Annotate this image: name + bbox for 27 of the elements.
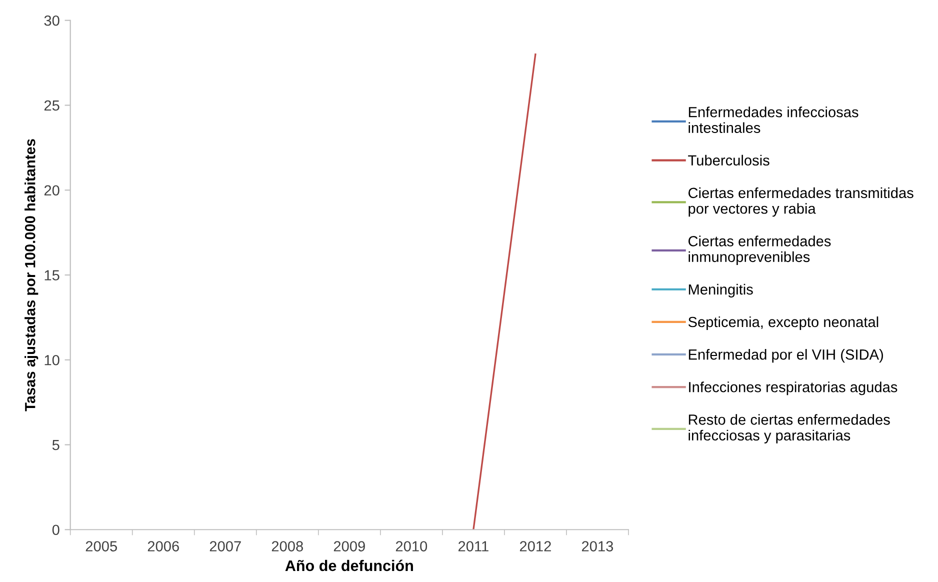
y-tick-label: 30 — [44, 15, 60, 26]
y-tick-label: 5 — [52, 440, 60, 450]
x-tick-label: 2007 — [210, 541, 241, 552]
legend-label: Enfermedad por el VIH (SIDA) — [688, 349, 883, 363]
legend-label: Tuberculosis — [688, 154, 770, 166]
legend-label: Infecciones respiratorias agudas — [689, 382, 898, 396]
x-axis-title: Año de defunción — [285, 560, 413, 572]
x-tick-label: 2010 — [396, 541, 428, 552]
legend-label: Septicemia, excepto neonatal — [688, 316, 878, 330]
y-tick-label: 10 — [44, 354, 60, 366]
x-tick-label: 2005 — [86, 541, 117, 552]
y-tick-label: 0 — [52, 524, 60, 536]
x-tick-label: 2009 — [334, 541, 365, 552]
legend-label: Resto de ciertas enfermedades infecciosas y parasitarias — [688, 414, 890, 444]
legend-label: Ciertas enfermedades inmunoprevenibles — [688, 236, 831, 265]
y-tick-label: 25 — [44, 100, 60, 111]
y-tick-label: 20 — [44, 185, 60, 196]
x-tick-label: 2008 — [272, 541, 303, 552]
y-tick-label: 15 — [44, 270, 60, 280]
y-axis-title: Tasas ajustadas por 100.000 habitantes — [24, 139, 38, 412]
x-tick-label: 2011 — [458, 541, 488, 552]
legend-label: Enfermedades infecciosas intestinales — [688, 106, 858, 133]
x-tick-label: 2012 — [520, 541, 551, 552]
x-tick-label: 2006 — [148, 541, 179, 552]
legend-label: Ciertas enfermedades transmitidas por vectores y rabia — [688, 187, 914, 217]
x-tick-label: 2013 — [582, 541, 614, 552]
legend-label: Meningitis — [688, 284, 753, 298]
